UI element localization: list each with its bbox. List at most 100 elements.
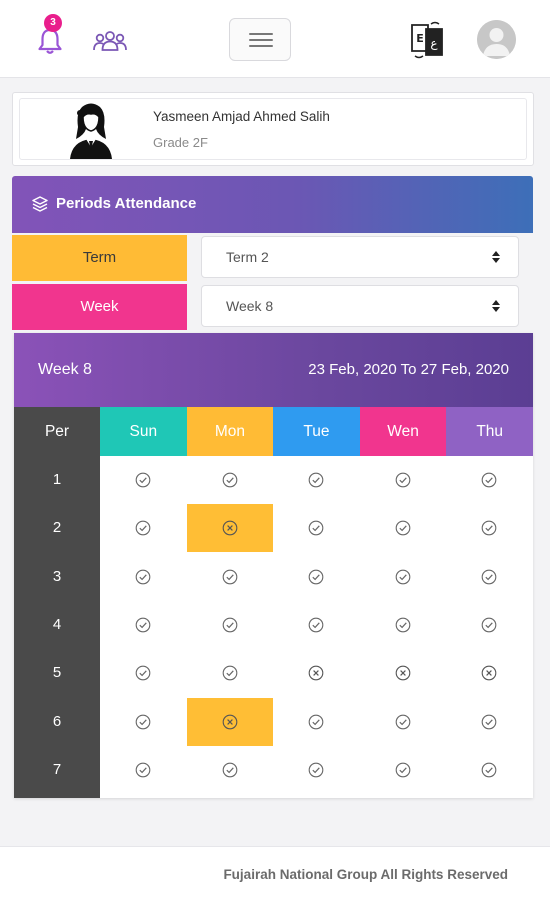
present-check-icon: [482, 617, 497, 633]
attendance-cell: [446, 504, 533, 552]
term-select[interactable]: Term 2: [201, 236, 519, 278]
period-number: 6: [52, 712, 62, 730]
period-number: 1: [52, 471, 62, 488]
attendance-cell: [187, 746, 274, 794]
student-grade: Grade 2F: [153, 135, 208, 150]
present-check-icon: [308, 569, 324, 584]
term-label: Term: [12, 235, 187, 281]
attendance-cell: [446, 553, 533, 601]
present-check-icon: [395, 762, 411, 778]
user-avatar[interactable]: [477, 20, 516, 59]
present-check-icon: [395, 569, 411, 584]
attendance-cell: [446, 456, 533, 504]
day-header-mon: Mon: [186, 407, 274, 456]
period-number: 3: [52, 567, 62, 585]
attendance-card: Week 8 23 Feb, 2020 To 27 Feb, 2020 Per …: [14, 333, 533, 798]
present-check-icon: [222, 762, 237, 778]
attendance-cell: [186, 504, 274, 553]
attendance-header: Week 8 23 Feb, 2020 To 27 Feb, 2020: [14, 333, 533, 407]
week-select[interactable]: Week 8: [201, 285, 519, 327]
present-check-icon: [135, 665, 151, 681]
present-check-icon: [135, 617, 151, 633]
svg-text:ع: ع: [430, 36, 438, 50]
attendance-cell: [360, 456, 447, 504]
present-check-icon: [308, 617, 324, 633]
absent-x-icon: [308, 665, 324, 681]
attendance-cell: [186, 697, 274, 746]
student-card: Yasmeen Amjad Ahmed Salih Grade 2F: [12, 92, 534, 166]
day-header-thu: Thu: [446, 407, 533, 456]
period-column: [14, 407, 100, 798]
attendance-cell: [187, 649, 274, 697]
attendance-cell: [360, 698, 447, 746]
absent-x-icon: [395, 665, 411, 681]
attendance-cell: [273, 698, 360, 746]
term-select-value: Term 2: [226, 249, 269, 265]
attendance-cell: [273, 746, 360, 794]
attendance-cell: [273, 601, 360, 649]
top-bar: 3 E ع: [0, 0, 550, 78]
period-number: 2: [52, 519, 62, 537]
present-check-icon: [395, 472, 411, 488]
group-icon[interactable]: [92, 30, 128, 52]
menu-line: [249, 45, 273, 47]
week-select-value: Week 8: [226, 298, 274, 314]
attendance-cell: [187, 601, 274, 649]
period-number: 4: [52, 615, 62, 633]
attendance-date-range: 23 Feb, 2020 To 27 Feb, 2020: [308, 361, 509, 378]
present-check-icon: [482, 714, 497, 729]
attendance-cell: [187, 456, 274, 504]
attendance-week-title: Week 8: [38, 361, 92, 378]
attendance-cell: [446, 746, 533, 794]
notification-count-badge: 3: [44, 14, 62, 32]
select-arrows-icon: [492, 300, 500, 312]
attendance-cell: [360, 649, 447, 697]
attendance-cell: [100, 649, 187, 697]
period-number: 7: [52, 760, 62, 778]
attendance-cell: [446, 698, 533, 746]
layers-icon: [31, 195, 49, 213]
present-check-icon: [222, 617, 237, 633]
attendance-cell: [100, 698, 187, 746]
menu-toggle-button[interactable]: [229, 18, 291, 61]
present-check-icon: [482, 520, 497, 536]
present-check-icon: [395, 520, 411, 536]
attendance-cell: [360, 746, 447, 794]
present-check-icon: [395, 617, 411, 633]
select-arrows-icon: [492, 251, 500, 263]
day-header-wen: Wen: [359, 407, 447, 456]
present-check-icon: [308, 472, 324, 488]
present-check-icon: [482, 472, 497, 488]
present-check-icon: [135, 569, 151, 584]
present-check-icon: [482, 569, 497, 584]
attendance-cell: [360, 553, 447, 601]
period-header: Per: [44, 423, 70, 440]
footer-text: Fujairah National Group All Rights Reser…: [223, 867, 508, 882]
panel-header: Periods Attendance: [12, 176, 533, 233]
menu-line: [249, 39, 273, 41]
language-icon[interactable]: E ع: [407, 20, 447, 60]
present-check-icon: [135, 762, 151, 778]
student-name: Yasmeen Amjad Ahmed Salih: [153, 109, 330, 124]
attendance-cell: [360, 504, 447, 552]
notification-bell-icon[interactable]: [36, 26, 64, 56]
present-check-icon: [308, 762, 324, 778]
present-check-icon: [135, 520, 151, 536]
present-check-icon: [222, 665, 237, 681]
period-number: 5: [52, 664, 62, 682]
absent-x-icon: [222, 714, 237, 729]
present-check-icon: [135, 714, 151, 729]
menu-line: [249, 33, 273, 35]
present-check-icon: [308, 520, 324, 536]
present-check-icon: [308, 714, 324, 729]
attendance-cell: [273, 649, 360, 697]
attendance-cell: [100, 601, 187, 649]
day-header-sun: Sun: [100, 407, 187, 456]
absent-x-icon: [482, 665, 497, 681]
attendance-cell: [100, 456, 187, 504]
absent-x-icon: [222, 520, 237, 536]
student-card-inner: Yasmeen Amjad Ahmed Salih Grade 2F: [19, 98, 527, 160]
present-check-icon: [222, 569, 237, 584]
attendance-cell: [273, 504, 360, 552]
present-check-icon: [222, 472, 237, 488]
